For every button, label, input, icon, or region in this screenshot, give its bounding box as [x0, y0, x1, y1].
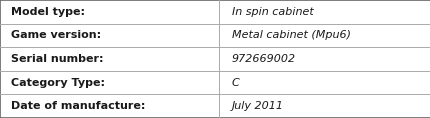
Text: C: C: [231, 78, 239, 88]
Text: Category Type:: Category Type:: [11, 78, 104, 88]
Text: In spin cabinet: In spin cabinet: [231, 7, 313, 17]
Text: Game version:: Game version:: [11, 30, 101, 40]
Text: Metal cabinet (Mpu6): Metal cabinet (Mpu6): [231, 30, 350, 40]
Text: July 2011: July 2011: [231, 101, 283, 111]
Text: Date of manufacture:: Date of manufacture:: [11, 101, 145, 111]
Text: Model type:: Model type:: [11, 7, 85, 17]
Text: Serial number:: Serial number:: [11, 54, 103, 64]
Text: 972669002: 972669002: [231, 54, 295, 64]
